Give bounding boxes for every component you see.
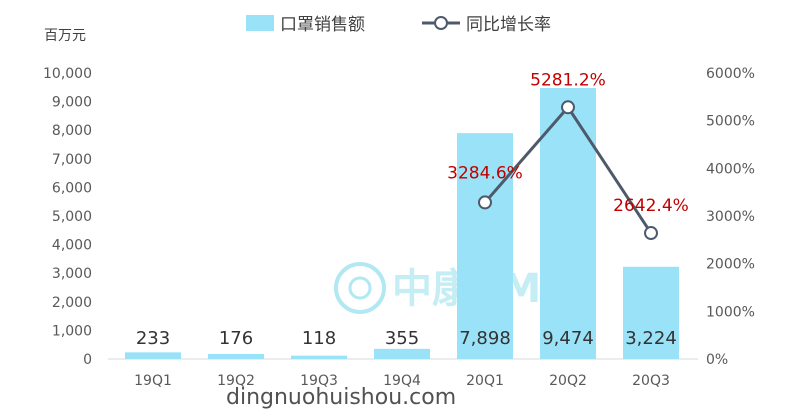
watermark-flower-center <box>348 276 372 300</box>
bar-value-label: 176 <box>219 328 253 349</box>
category-label: 20Q2 <box>549 373 587 389</box>
right-tick-label: 2000% <box>706 257 755 273</box>
y-axis-unit: 百万元 <box>44 28 86 44</box>
left-tick-label: 4,000 <box>52 238 92 254</box>
growth-point <box>478 195 492 210</box>
left-tick-label: 7,000 <box>52 152 92 168</box>
watermark-flower-icon <box>334 262 386 314</box>
left-tick-label: 5,000 <box>52 209 92 225</box>
bar <box>125 352 181 359</box>
bar-value-label: 7,898 <box>459 328 511 349</box>
legend-line-marker <box>434 16 448 30</box>
bar-value-label: 118 <box>302 328 336 349</box>
growth-point <box>561 100 575 115</box>
growth-point <box>644 226 658 241</box>
left-tick-label: 8,000 <box>52 123 92 139</box>
growth-value-label: 3284.6% <box>447 163 523 183</box>
bar-value-label: 3,224 <box>625 328 677 349</box>
category-label: 20Q1 <box>466 373 504 389</box>
right-tick-label: 0% <box>706 352 728 368</box>
left-tick-label: 0 <box>83 352 92 368</box>
watermark-logo: 中康CMH <box>334 262 575 314</box>
bar-value-label: 233 <box>136 328 170 349</box>
bar <box>623 266 679 359</box>
right-tick-label: 4000% <box>706 161 755 177</box>
bar-value-label: 355 <box>385 328 419 349</box>
bar <box>457 133 513 359</box>
legend-bar-label: 口罩销售额 <box>280 15 365 35</box>
right-tick-label: 3000% <box>706 209 755 225</box>
category-label: 19Q1 <box>134 373 172 389</box>
left-tick-label: 3,000 <box>52 266 92 282</box>
left-axis-ticks: 0 1,000 2,000 3,000 4,000 5,000 6,000 7,000 8,00… <box>43 66 92 368</box>
growth-value-label: 5281.2% <box>530 70 606 90</box>
category-label: 20Q3 <box>632 373 670 389</box>
category-label: 19Q3 <box>300 373 338 389</box>
left-tick-label: 9,000 <box>52 95 92 111</box>
legend: 口罩销售额 同比增长率 <box>246 15 551 35</box>
legend-line-label: 同比增长率 <box>466 15 551 35</box>
category-label: 19Q2 <box>217 373 255 389</box>
category-label: 19Q4 <box>383 373 421 389</box>
bar <box>374 348 430 359</box>
right-tick-label: 5000% <box>706 114 755 130</box>
right-tick-label: 1000% <box>706 304 755 320</box>
right-tick-label: 6000% <box>706 66 755 82</box>
bars <box>125 88 679 359</box>
bar-labels: 233 176 118 355 7,898 9,474 3,224 <box>136 328 677 349</box>
bar <box>208 353 264 359</box>
category-labels: 19Q1 19Q2 19Q3 19Q4 20Q1 20Q2 20Q3 <box>134 373 670 389</box>
bar-value-label: 9,474 <box>542 328 594 349</box>
bar <box>291 355 347 359</box>
legend-bar-swatch <box>246 15 274 31</box>
left-tick-label: 2,000 <box>52 295 92 311</box>
left-tick-label: 6,000 <box>52 180 92 196</box>
growth-line: 3284.6% 5281.2% 2642.4% <box>447 70 689 241</box>
right-axis-ticks: 0% 1000% 2000% 3000% 4000% 5000% 6000% <box>706 66 755 368</box>
watermark-site-text: dingnuohuishou.com <box>226 385 456 410</box>
left-tick-label: 10,000 <box>43 66 92 82</box>
left-tick-label: 1,000 <box>52 323 92 339</box>
growth-value-label: 2642.4% <box>613 196 689 216</box>
